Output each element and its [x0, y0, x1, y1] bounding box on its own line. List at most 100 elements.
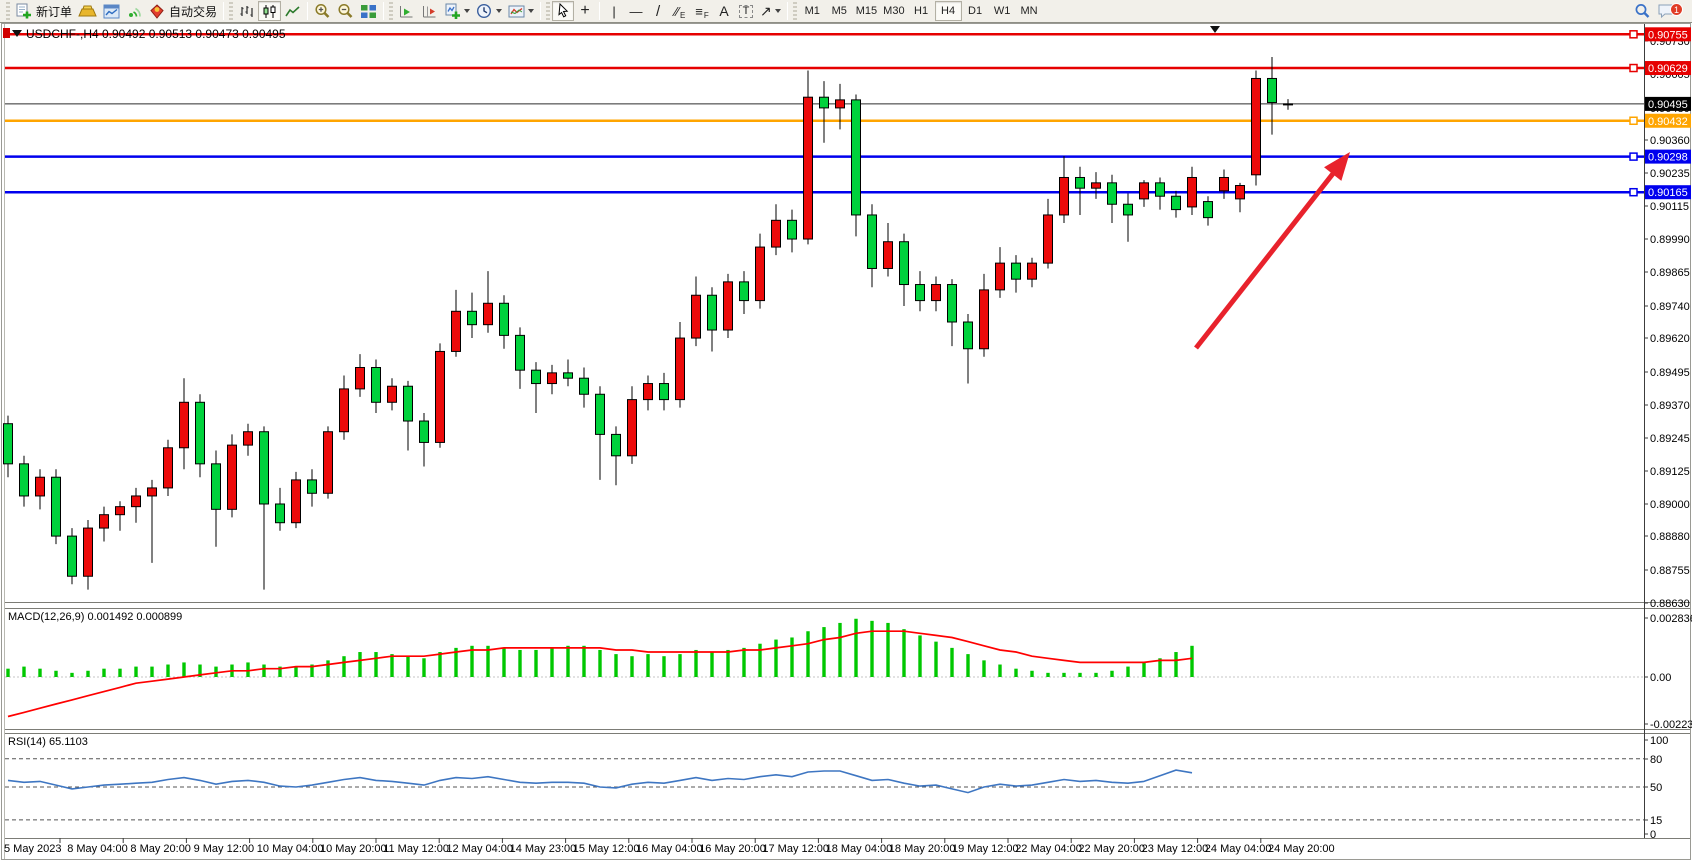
- trendline-tool-button[interactable]: /: [647, 1, 669, 21]
- timeframe-m30-button[interactable]: M30: [883, 5, 905, 17]
- time-label: 16 May 20:00: [699, 843, 766, 855]
- candle: [1235, 185, 1245, 200]
- candle: [979, 289, 989, 350]
- template-icon: [508, 5, 525, 17]
- tile-windows-icon: [361, 4, 377, 18]
- search-button[interactable]: [1631, 1, 1654, 21]
- macd-histogram-bar: [470, 645, 474, 677]
- macd-histogram-bar: [1078, 672, 1082, 677]
- deposit-button[interactable]: [75, 1, 100, 21]
- macd-histogram-bar: [454, 647, 458, 677]
- macd-histogram-bar: [870, 620, 874, 677]
- candle: [1011, 262, 1021, 280]
- macd-histogram-bar: [534, 649, 538, 677]
- candle: [419, 420, 429, 443]
- bar-chart-button[interactable]: [235, 1, 258, 21]
- candle: [803, 96, 813, 240]
- templates-button[interactable]: [505, 1, 537, 21]
- level-line-handle[interactable]: [1629, 63, 1638, 73]
- candle: [739, 281, 749, 302]
- candle: [563, 372, 573, 379]
- toolbar-grip[interactable]: [6, 2, 10, 20]
- candlestick-chart-button[interactable]: [258, 1, 282, 21]
- price-level-label-box: [1645, 27, 1691, 42]
- timeframe-m5-button[interactable]: M5: [831, 5, 847, 17]
- channel-tool-button[interactable]: ∕∕ E: [669, 1, 691, 21]
- periods-button[interactable]: [473, 1, 505, 21]
- price-level-label: 0.90495: [1648, 99, 1688, 111]
- timeframe-d1-button[interactable]: D1: [968, 5, 983, 17]
- price-tick-label: 0.88630: [1650, 598, 1690, 610]
- horizontal-line-tool-button[interactable]: —: [625, 1, 647, 21]
- line-chart-icon: [285, 5, 300, 16]
- cursor-tool-button[interactable]: [552, 1, 575, 21]
- autotrading-label: 自动交易: [169, 4, 218, 19]
- chart-shift-button[interactable]: [418, 1, 441, 21]
- zoom-out-button[interactable]: [334, 1, 357, 21]
- time-label: 24 May 04:00: [1205, 843, 1272, 855]
- text-label-tool-button[interactable]: T: [735, 1, 757, 21]
- macd-histogram-bar: [390, 654, 394, 677]
- channel-sub-label: E: [680, 11, 686, 20]
- fibonacci-tool-button[interactable]: ≡ F: [691, 1, 713, 21]
- notifications-button[interactable]: 1: [1654, 1, 1683, 21]
- market-window-button[interactable]: [100, 1, 123, 21]
- zoom-in-button[interactable]: [311, 1, 334, 21]
- timeframe-h1-button[interactable]: H1: [914, 5, 929, 17]
- candle: [643, 383, 653, 401]
- autoscroll-icon: [400, 5, 413, 17]
- level-line-handle[interactable]: [1629, 116, 1638, 126]
- trend-arrow-head[interactable]: [1324, 152, 1350, 181]
- text-tool-button[interactable]: A: [713, 1, 735, 21]
- indicators-button[interactable]: [441, 1, 473, 21]
- autotrading-button[interactable]: 自动交易: [146, 1, 220, 21]
- time-label: 16 May 04:00: [636, 843, 703, 855]
- toolbar-separator: [540, 2, 542, 20]
- crosshair-tool-button[interactable]: +: [574, 1, 596, 21]
- candle: [227, 444, 237, 510]
- macd-histogram-bar: [182, 662, 186, 677]
- macd-histogram-bar: [998, 664, 1002, 677]
- candle: [99, 514, 109, 529]
- macd-tick-label: 0.00: [1650, 672, 1671, 684]
- signals-button[interactable]: [123, 1, 146, 21]
- toolbar-grip[interactable]: [229, 2, 234, 20]
- level-line-handle[interactable]: [1629, 152, 1638, 161]
- dropdown-arrow-icon: [774, 9, 781, 13]
- autotrading-icon: [150, 3, 164, 19]
- candle: [1251, 77, 1261, 176]
- candle: [3, 423, 13, 465]
- toolbar-grip[interactable]: [792, 2, 797, 20]
- vertical-line-tool-button[interactable]: |: [603, 1, 625, 21]
- candle: [995, 262, 1005, 291]
- autoscroll-button[interactable]: [395, 1, 418, 21]
- timeframe-h4-button[interactable]: H4: [934, 1, 962, 21]
- rsi-tick-label: 15: [1650, 815, 1662, 827]
- level-line-handle[interactable]: [1629, 30, 1638, 39]
- toolbar-grip[interactable]: [546, 2, 551, 20]
- macd-signal-line[interactable]: [7, 630, 1193, 718]
- candle: [787, 219, 797, 240]
- timeframe-m1-button[interactable]: M1: [804, 5, 820, 17]
- new-order-button[interactable]: 新订单: [12, 1, 75, 21]
- time-label: 15 May 12:00: [573, 843, 640, 855]
- timeframe-m15-button[interactable]: M15: [855, 5, 878, 17]
- macd-histogram-bar: [262, 664, 266, 677]
- candle: [931, 284, 941, 302]
- time-label: 19 May 12:00: [952, 843, 1019, 855]
- trend-arrow-line[interactable]: [1194, 166, 1340, 350]
- candle: [659, 383, 669, 401]
- timeframe-w1-button[interactable]: W1: [993, 5, 1011, 17]
- price-tick-label: 0.89245: [1650, 433, 1690, 445]
- tile-windows-button[interactable]: [357, 1, 380, 21]
- arrows-tool-button[interactable]: ↗: [757, 1, 784, 21]
- price-level-label: 0.90432: [1648, 116, 1688, 128]
- macd-histogram-bar: [486, 645, 490, 677]
- rsi-line[interactable]: [7, 769, 1193, 794]
- toolbar-grip[interactable]: [389, 2, 394, 20]
- timeframe-mn-button[interactable]: MN: [1020, 5, 1038, 17]
- line-chart-button[interactable]: [281, 1, 304, 21]
- macd-histogram-bar: [758, 643, 762, 677]
- level-line-handle[interactable]: [1629, 187, 1638, 197]
